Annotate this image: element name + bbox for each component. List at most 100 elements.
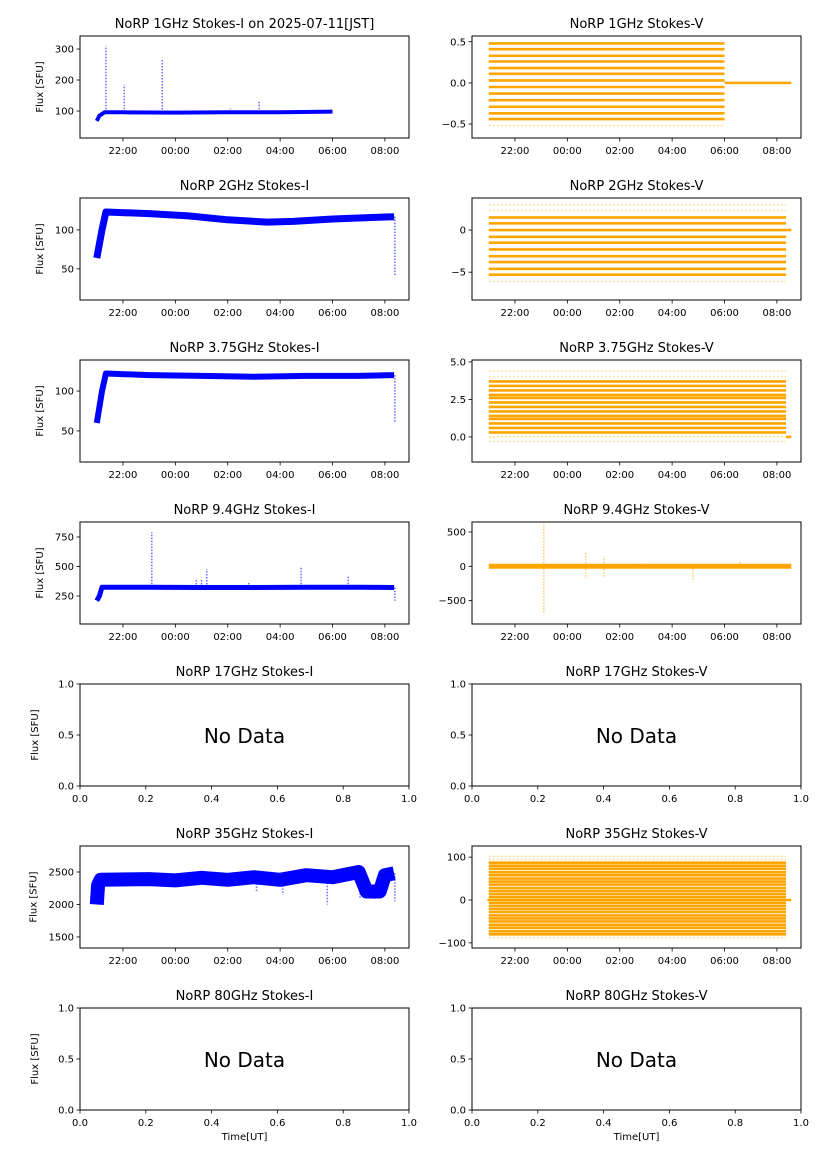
subplot-title: NoRP 80GHz Stokes-I bbox=[176, 989, 314, 1004]
axes-frame bbox=[79, 359, 410, 463]
plot-area bbox=[93, 208, 396, 276]
x-tick-label: 04:00 bbox=[266, 308, 295, 319]
x-tick-label: 0.4 bbox=[204, 794, 220, 805]
x-tick-label: 02:00 bbox=[213, 146, 242, 157]
subplot-title: NoRP 9.4GHz Stokes-I bbox=[174, 503, 316, 518]
x-tick-label: 06:00 bbox=[318, 308, 347, 319]
x-tick-label: 0.8 bbox=[727, 794, 743, 805]
subplot-p7i: NoRP 80GHz Stokes-I No Data 0.0 0.2 0.4 0.6 0.… bbox=[30, 989, 417, 1143]
x-tick-label: 08:00 bbox=[762, 146, 791, 157]
y-tick-label: 500 bbox=[55, 562, 74, 573]
x-tick-label: 06:00 bbox=[318, 632, 347, 643]
axes-frame bbox=[471, 197, 802, 301]
x-tick-label: 08:00 bbox=[762, 632, 791, 643]
x-tick-label: 00:00 bbox=[553, 308, 582, 319]
axes-frame bbox=[471, 521, 802, 625]
y-tick-label: 100 bbox=[55, 387, 74, 398]
y-tick-label: 2.5 bbox=[450, 395, 466, 406]
subplot-p5i: NoRP 17GHz Stokes-I No Data 0.0 0.2 0.4 0.6 0.… bbox=[30, 665, 417, 805]
x-tick-label: 00:00 bbox=[161, 632, 190, 643]
axes-frame bbox=[471, 845, 802, 949]
x-tick-label: 04:00 bbox=[658, 308, 687, 319]
subplot-p5v: NoRP 17GHz Stokes-V No Data 0.0 0.2 0.4 0.6 0.… bbox=[450, 665, 809, 805]
plot-area bbox=[488, 370, 792, 443]
axes-frame bbox=[79, 35, 410, 139]
x-tick-label: 1.0 bbox=[793, 1118, 809, 1129]
x-tick-label: 02:00 bbox=[605, 632, 634, 643]
x-tick-label: 0.6 bbox=[269, 794, 285, 805]
x-tick-label: 1.0 bbox=[793, 794, 809, 805]
x-tick-label: 0.6 bbox=[661, 1118, 677, 1129]
x-tick-label: 06:00 bbox=[318, 470, 347, 481]
subplot-title: NoRP 3.75GHz Stokes-V bbox=[559, 341, 714, 356]
x-tick-label: 00:00 bbox=[553, 956, 582, 967]
y-tick-label: 50 bbox=[61, 426, 74, 437]
data-series-line bbox=[93, 370, 395, 424]
x-tick-label: 22:00 bbox=[501, 470, 530, 481]
plot-area bbox=[93, 370, 396, 424]
x-tick-label: 0.4 bbox=[596, 1118, 612, 1129]
axes-frame bbox=[79, 521, 410, 625]
y-tick-label: 0.5 bbox=[58, 731, 74, 742]
y-tick-label: 0.5 bbox=[450, 1055, 466, 1066]
subplot-p7v: NoRP 80GHz Stokes-V No Data 0.0 0.2 0.4 0.6 0.… bbox=[450, 989, 809, 1143]
subplot-title: NoRP 35GHz Stokes-I bbox=[176, 827, 314, 842]
subplot-p2i: NoRP 2GHz Stokes-I 22:00 00:00 02:00 04:00 06… bbox=[35, 179, 410, 319]
axes-frame bbox=[79, 845, 410, 949]
y-tick-label: 750 bbox=[55, 532, 74, 543]
y-axis-label: Flux [SFU] bbox=[35, 385, 46, 436]
subplot-p1v: NoRP 1GHz Stokes-V 22:00 00:00 02:00 04:00 06… bbox=[442, 17, 802, 157]
y-tick-label: −5 bbox=[451, 268, 466, 279]
y-tick-label: 300 bbox=[55, 45, 74, 56]
x-tick-label: 0.6 bbox=[661, 794, 677, 805]
x-tick-label: 06:00 bbox=[710, 146, 739, 157]
x-tick-label: 02:00 bbox=[605, 470, 634, 481]
x-tick-label: 04:00 bbox=[266, 146, 295, 157]
subplot-p1i: NoRP 1GHz Stokes-I on 2025-07-11[JST] 22:… bbox=[35, 17, 410, 157]
subplot-title: NoRP 1GHz Stokes-I on 2025-07-11[JST] bbox=[115, 17, 375, 32]
x-tick-label: 00:00 bbox=[161, 470, 190, 481]
x-tick-label: 02:00 bbox=[605, 308, 634, 319]
y-axis-label: Flux [SFU] bbox=[35, 547, 46, 598]
x-tick-label: 06:00 bbox=[318, 146, 347, 157]
plot-area bbox=[95, 45, 333, 122]
x-tick-label: 06:00 bbox=[710, 470, 739, 481]
x-tick-label: 02:00 bbox=[213, 308, 242, 319]
x-tick-label: 00:00 bbox=[161, 956, 190, 967]
plot-area bbox=[488, 42, 792, 127]
x-tick-label: 04:00 bbox=[658, 470, 687, 481]
x-tick-label: 00:00 bbox=[553, 470, 582, 481]
x-tick-label: 04:00 bbox=[658, 956, 687, 967]
y-tick-label: 50 bbox=[61, 264, 74, 275]
x-tick-label: 02:00 bbox=[605, 956, 634, 967]
subplot-title: NoRP 35GHz Stokes-V bbox=[566, 827, 708, 842]
data-series-line bbox=[89, 865, 396, 905]
x-tick-label: 06:00 bbox=[710, 956, 739, 967]
y-tick-label: 1500 bbox=[49, 932, 74, 943]
x-tick-label: 00:00 bbox=[161, 308, 190, 319]
y-tick-label: 0.5 bbox=[58, 1055, 74, 1066]
x-tick-label: 22:00 bbox=[501, 632, 530, 643]
y-tick-label: 200 bbox=[55, 76, 74, 87]
no-data-label: No Data bbox=[596, 1048, 677, 1072]
subplot-title: NoRP 1GHz Stokes-V bbox=[570, 17, 704, 32]
x-tick-label: 22:00 bbox=[109, 956, 138, 967]
x-tick-label: 02:00 bbox=[213, 956, 242, 967]
subplot-p4i: NoRP 9.4GHz Stokes-I 22:00 00:00 02:00 04:00… bbox=[35, 503, 410, 643]
x-tick-label: 0.2 bbox=[138, 1118, 154, 1129]
subplot-title: NoRP 2GHz Stokes-I bbox=[180, 179, 309, 194]
y-tick-label: −500 bbox=[439, 596, 466, 607]
plot-area bbox=[488, 203, 792, 283]
data-series-line bbox=[94, 584, 395, 602]
y-tick-label: 1.0 bbox=[58, 680, 74, 691]
x-tick-label: 1.0 bbox=[401, 1118, 417, 1129]
y-tick-label: 0.5 bbox=[450, 731, 466, 742]
y-tick-label: 0 bbox=[460, 896, 466, 907]
x-tick-label: 04:00 bbox=[658, 146, 687, 157]
x-axis-label: Time[UT] bbox=[613, 1132, 660, 1143]
subplot-p2v: NoRP 2GHz Stokes-V 22:00 00:00 02:00 04:00 06… bbox=[451, 179, 802, 319]
y-tick-label: 1.0 bbox=[450, 680, 466, 691]
x-tick-label: 1.0 bbox=[401, 794, 417, 805]
y-tick-label: 0 bbox=[460, 562, 466, 573]
